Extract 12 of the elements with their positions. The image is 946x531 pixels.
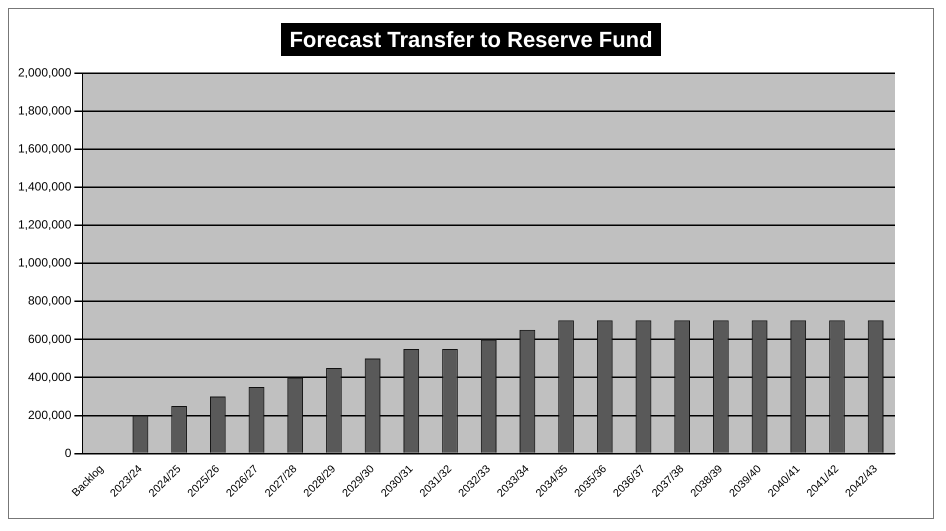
y-tick-label: 2,000,000 [18,66,72,80]
y-tick-label: 400,000 [28,370,72,384]
y-tick-label: 1,600,000 [18,142,72,156]
y-tick-label: 1,400,000 [18,180,72,194]
y-tick-label: 800,000 [28,294,72,308]
y-tick-label: 0 [64,446,72,460]
y-tick-label: 1,000,000 [18,256,72,270]
y-tick-label: 200,000 [28,408,72,422]
y-tick-label: 600,000 [28,332,72,346]
chart-title: Forecast Transfer to Reserve Fund [281,23,661,56]
y-tick-label: 1,800,000 [18,104,72,118]
y-tick-label: 1,200,000 [18,218,72,232]
